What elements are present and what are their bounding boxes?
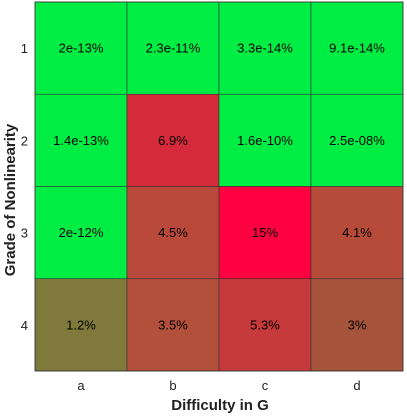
heatmap-cell-label: 4.5% [158, 225, 188, 240]
x-tick-label: d [353, 378, 360, 393]
x-tick-label: a [77, 378, 85, 393]
plot-frame [34, 1, 404, 372]
heatmap-cell-label: 2e-12% [59, 225, 104, 240]
heatmap-cell [310, 278, 404, 372]
x-axis-ticks: a b c d [77, 378, 360, 393]
y-tick-label: 1 [21, 41, 28, 56]
heatmap-cell [310, 93, 404, 187]
heatmap-cell [126, 278, 220, 372]
heatmap-cell [34, 278, 128, 372]
heatmap-cell-label: 1.4e-13% [53, 133, 109, 148]
y-axis-label: Grade of Nonlinearity [2, 123, 19, 276]
heatmap-cell [310, 1, 404, 95]
x-tick-label: c [262, 378, 269, 393]
heatmap-cell [310, 186, 404, 280]
heatmap-cells: 2e-13% 2.3e-11% 3.3e-14% 9.1e-14% 1.4e-13% 6.… [34, 1, 404, 372]
heatmap-cell-label: 9.1e-14% [329, 41, 385, 56]
heatmap-cell [126, 93, 220, 187]
heatmap-cell-label: 6.9% [158, 133, 188, 148]
x-tick-label: b [169, 378, 176, 393]
x-axis-label: Difficulty in G [171, 397, 269, 414]
heatmap-cell [126, 1, 220, 95]
heatmap-cell-label: 2.3e-11% [146, 41, 201, 56]
heatmap-cell-label: 4.1% [342, 225, 372, 240]
heatmap-cell-label: 3% [348, 317, 367, 332]
heatmap-cell [34, 1, 128, 95]
y-tick-label: 3 [21, 226, 28, 241]
y-tick-label: 2 [21, 133, 28, 148]
heatmap-cell-label: 2e-13% [59, 41, 104, 56]
heatmap-cell-label: 3.3e-14% [237, 41, 293, 56]
y-tick-label: 4 [21, 318, 28, 333]
heatmap-cell [218, 93, 312, 187]
heatmap-cell-label: 3.5% [158, 317, 188, 332]
heatmap-cell [34, 93, 128, 187]
heatmap-cell-label: 1.6e-10% [237, 133, 293, 148]
heatmap-cell [126, 186, 220, 280]
heatmap-cell [218, 278, 312, 372]
heatmap-cell-label: 2.5e-08% [329, 133, 385, 148]
heatmap-cell-label: 5.3% [250, 317, 280, 332]
heatmap-cell-label: 1.2% [66, 317, 96, 332]
y-axis-ticks: 1 2 3 4 [21, 41, 28, 333]
heatmap-cell-label: 15% [252, 225, 278, 240]
